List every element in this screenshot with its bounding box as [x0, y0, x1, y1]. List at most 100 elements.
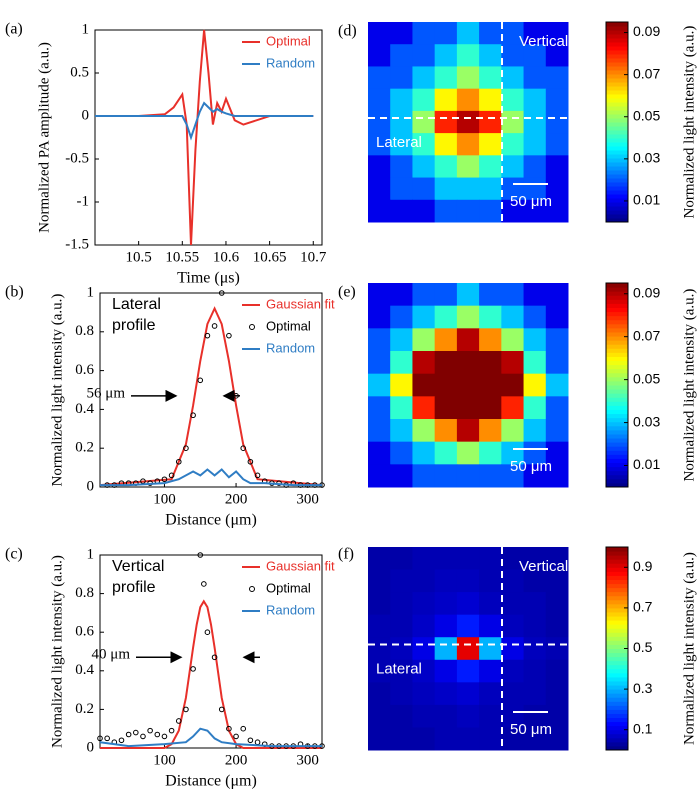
legend-label: Optimal [266, 580, 311, 595]
colorbar-step [606, 462, 628, 468]
heat-cell [479, 682, 502, 706]
colorbar-tick-label: 0.7 [633, 599, 653, 615]
colorbar-step [606, 438, 628, 443]
data-point [133, 729, 139, 736]
colorbar-tick-label: 0.01 [633, 456, 660, 472]
heat-cell [390, 727, 413, 751]
heat-cell [412, 44, 436, 67]
data-point [175, 718, 182, 724]
heat-cell [523, 88, 547, 112]
colorbar-step [606, 745, 628, 751]
heat-cell [456, 727, 480, 751]
colorbar-step [606, 90, 628, 95]
heat-cell [390, 396, 413, 420]
heat-cell [412, 22, 436, 45]
heat-cell [479, 659, 502, 683]
heat-cell [501, 88, 525, 112]
heat-cell [368, 328, 391, 352]
colorbar-step [606, 579, 628, 585]
colorbar-step [606, 571, 628, 576]
heat-cell [456, 441, 480, 465]
heat-cell [434, 547, 458, 571]
annotation: profile [112, 579, 156, 596]
heat-cell [434, 727, 458, 751]
colorbar-step [606, 360, 628, 366]
colorbar-step [606, 130, 628, 135]
colorbar-step [606, 303, 628, 308]
data-point [197, 552, 204, 558]
heat-cell [456, 704, 480, 728]
heat-cell [523, 396, 547, 420]
scale-bar-label: 50 μm [510, 458, 552, 475]
heat-cell [412, 328, 436, 352]
heat-cell [390, 44, 413, 67]
heat-cell [434, 155, 458, 179]
y-tick-label: 0 [82, 107, 90, 123]
heat-cell [523, 133, 547, 156]
heat-cell [501, 659, 525, 683]
heat-cell [479, 464, 502, 488]
heat-cell [545, 592, 569, 616]
colorbar-step [606, 110, 628, 115]
heat-cell [390, 177, 413, 201]
heat-cell [523, 659, 547, 683]
heat-cell [523, 351, 547, 375]
colorbar-step [606, 340, 628, 345]
heat-cell [434, 419, 458, 443]
heat-cell [434, 305, 458, 329]
colorbar-step [606, 146, 628, 151]
heat-cell [412, 155, 436, 179]
heat-cell [456, 66, 480, 90]
data-point [240, 445, 247, 452]
colorbar-step [606, 478, 628, 484]
x-tick-label: 200 [225, 752, 248, 768]
colorbar-step [606, 709, 628, 714]
colorbar-step [606, 380, 628, 386]
heat-cell [456, 88, 480, 112]
heat-cell [390, 22, 413, 45]
colorbar-label: Normalized light intensity (a.u.) [681, 289, 697, 482]
heat-cell [545, 88, 569, 112]
data-point [168, 472, 175, 479]
colorbar-tick-label: 0.03 [633, 413, 660, 429]
series-line [99, 727, 322, 748]
colorbar-step [606, 640, 628, 645]
data-point [104, 735, 110, 742]
colorbar-step [606, 680, 628, 686]
colorbar-step [606, 319, 628, 325]
colorbar-step [606, 98, 628, 103]
colorbar-step [606, 648, 628, 654]
colorbar-tick-label: 0.1 [633, 720, 653, 736]
data-point [201, 581, 207, 587]
heat-cell [523, 373, 547, 397]
heat-cell [412, 614, 436, 638]
heat-cell [412, 283, 436, 307]
heat-cell [479, 396, 502, 420]
series-line [100, 468, 322, 487]
colorbar-step [606, 54, 628, 59]
heat-cell [434, 614, 458, 638]
heat-cell [412, 441, 436, 465]
y-tick-label: 0.2 [75, 701, 94, 717]
colorbar-step [606, 331, 628, 337]
heat-cell [545, 199, 569, 223]
colorbar-step [606, 323, 628, 329]
colorbar-step [606, 616, 628, 621]
heat-cell [523, 328, 547, 352]
colorbar-step [606, 575, 628, 580]
colorbar-step [606, 632, 628, 637]
heat-cell [390, 569, 413, 593]
heat-cell [434, 177, 458, 201]
heat-cell [390, 155, 413, 179]
colorbar-tick-label: 0.03 [633, 150, 660, 166]
colorbar-step [606, 636, 628, 641]
heat-cell [501, 328, 525, 352]
colorbar-step [606, 482, 628, 488]
colorbar-step [606, 182, 628, 187]
heat-cell [501, 66, 525, 90]
heat-cell [523, 305, 547, 329]
colorbar-step [606, 672, 628, 678]
heat-cell [412, 66, 436, 90]
data-point [211, 654, 218, 661]
annotation: Vertical [112, 558, 164, 575]
